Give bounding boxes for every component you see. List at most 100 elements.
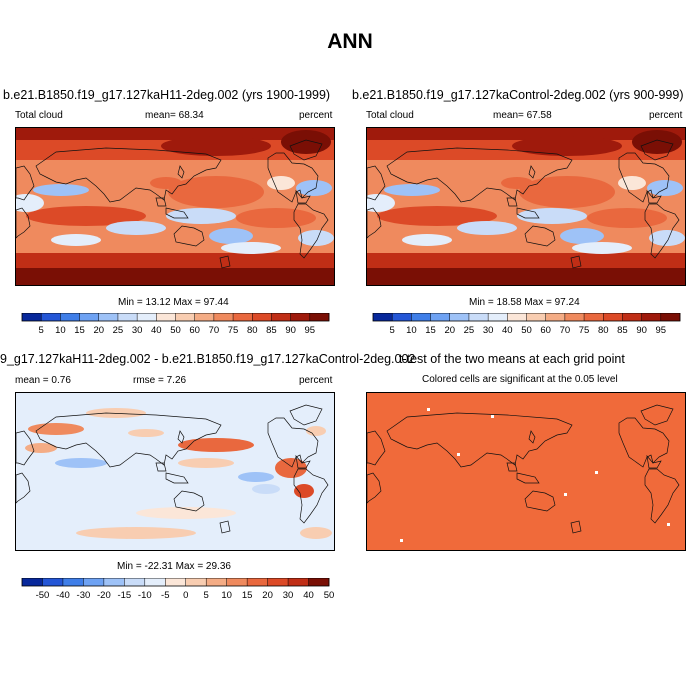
colorbar-box	[213, 313, 234, 321]
coastline	[289, 404, 323, 426]
field-blob	[632, 130, 682, 154]
coastline	[516, 207, 540, 219]
figure-title: ANN	[327, 30, 373, 53]
colorbar-box	[117, 313, 138, 321]
colorbar-box	[124, 578, 146, 586]
colorbar-label: 5	[390, 325, 395, 335]
panel2-title: b.e21.B1850.f19_g17.127kaControl-2deg.00…	[352, 88, 684, 102]
panel3-rmse: rmse = 7.26	[133, 375, 187, 386]
colorbar-label: 60	[189, 325, 200, 335]
field-blob	[238, 472, 274, 482]
field-blob	[86, 408, 146, 418]
field-blob	[281, 130, 331, 154]
panel1-colorbar: 5 10 15 20 25 30 40 50 60 70 75 80 85 90 95	[21, 313, 330, 335]
panel1-mean: mean= 68.34	[145, 110, 204, 121]
colorbar-box	[526, 313, 546, 321]
colorbar-box	[603, 313, 623, 321]
field-band	[16, 268, 334, 285]
coastline	[570, 255, 582, 269]
colorbar-box	[22, 578, 43, 586]
coastline	[177, 430, 185, 444]
colorbar-box	[488, 313, 508, 321]
coastline	[295, 189, 311, 204]
colorbar-box	[430, 313, 451, 321]
coastline	[367, 165, 386, 201]
field-blob	[209, 228, 253, 244]
colorbar-box	[271, 313, 291, 321]
coastline	[16, 207, 31, 239]
colorbar-label: 20	[93, 325, 104, 335]
colorbar-label: -5	[161, 590, 169, 600]
field-blob	[296, 180, 332, 196]
coastline	[219, 255, 231, 269]
coastlines	[367, 404, 680, 534]
panel2-mean: mean= 67.58	[493, 110, 552, 121]
field-blob	[136, 507, 236, 519]
colorbar-label: 80	[247, 325, 258, 335]
colorbar-label: 30	[283, 590, 294, 600]
colorbar-label: 15	[74, 325, 85, 335]
coastline	[16, 472, 31, 504]
colorbar-box	[103, 578, 125, 586]
field-blob	[51, 234, 101, 246]
colorbar-label: 40	[303, 590, 314, 600]
field-blob	[275, 458, 307, 478]
colorbar-label: 15	[242, 590, 253, 600]
colorbar-label: 30	[132, 325, 143, 335]
colorbar-label: 50	[324, 590, 335, 600]
panel2-map-svg	[367, 128, 685, 285]
colorbar-box	[468, 313, 489, 321]
colorbar-label: -40	[56, 590, 70, 600]
field-blob	[25, 443, 57, 453]
colorbar-box	[545, 313, 566, 321]
field-blob	[306, 426, 326, 436]
colorbar-box	[60, 313, 80, 321]
field-blob	[267, 176, 295, 190]
colorbar-box	[507, 313, 527, 321]
coastline	[293, 203, 329, 259]
field-blob	[33, 184, 89, 196]
colorbar-label: 0	[183, 590, 188, 600]
coastline	[618, 417, 670, 468]
colorbar-box	[22, 313, 42, 321]
colorbar-box	[252, 313, 272, 321]
panel1-title: b.e21.B1850.f19_g17.127kaH11-2deg.002 (y…	[3, 88, 331, 102]
colorbar-box	[206, 578, 227, 586]
colorbar-label: 10	[406, 325, 417, 335]
field-blob	[128, 429, 164, 437]
colorbar-box	[641, 313, 662, 321]
coastline	[528, 430, 536, 444]
panel1-map	[15, 127, 335, 286]
field-blob	[150, 177, 182, 189]
field-fill	[16, 393, 334, 550]
field-blob	[501, 177, 533, 189]
colorbar-label: 50	[170, 325, 181, 335]
field-blob	[384, 184, 440, 196]
coastline	[516, 472, 540, 484]
field-blob	[298, 230, 334, 246]
field-blob	[519, 176, 615, 208]
colorbar-box	[288, 578, 309, 586]
coastline	[35, 147, 222, 203]
insignificant-cell	[457, 453, 460, 456]
field-band	[16, 128, 334, 140]
field-blob	[587, 208, 667, 228]
coastline	[646, 454, 662, 469]
panel1-units: percent	[299, 110, 333, 121]
colorbar-label: 10	[221, 590, 232, 600]
coastline	[155, 197, 167, 207]
colorbar-box	[373, 313, 393, 321]
colorbar-label: 30	[483, 325, 494, 335]
coastline	[644, 203, 680, 259]
colorbar-box	[83, 578, 105, 586]
colorbar-box	[308, 578, 330, 586]
coastline	[173, 225, 205, 247]
colorbar-box	[564, 313, 585, 321]
coastline	[646, 189, 662, 204]
panel1-minmax: Min = 13.12 Max = 97.44	[118, 297, 229, 308]
panel2-mean-label: mean=	[493, 110, 524, 121]
field-blob	[26, 206, 146, 226]
panel1-map-svg	[16, 128, 334, 285]
colorbar-box	[42, 578, 64, 586]
field-band	[367, 268, 685, 285]
